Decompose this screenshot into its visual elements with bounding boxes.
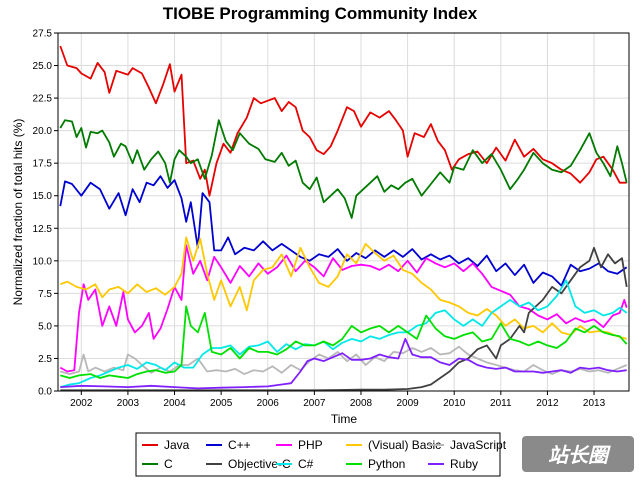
y-tick-label: 20.0 [33,126,53,137]
y-tick-label: 22.5 [33,94,53,105]
x-tick-label: 2002 [70,398,93,409]
x-axis-label: Time [331,412,358,426]
watermark-bg [522,436,634,472]
legend-entry: Java [164,438,190,452]
y-tick-label: 10.0 [33,256,53,267]
legend-items: Java C++ PHP (Visual) Basic JavaScript C Objec… [142,438,507,471]
legend-entry: Objective-C [228,457,291,471]
legend-entry: PHP [298,438,323,452]
series-line-c [60,279,628,388]
y-tick-label: 17.5 [33,159,53,170]
x-tick-label: 2004 [163,398,186,409]
series-line-javascript [60,345,628,375]
x-tick-label: 2006 [257,398,280,409]
legend-entry: (Visual) Basic [368,438,441,452]
y-tick-label: 25.0 [33,61,53,72]
series-line-java [59,45,627,197]
series-line-ruby [60,338,627,390]
x-tick-label: 2005 [210,398,233,409]
y-axis-ticks: 0.0 2.5 5.0 7.5 10.0 12.5 15.0 17.5 20.0 22.5 25.0… [33,29,58,398]
x-tick-label: 2011 [490,398,512,409]
series-layer [59,45,628,392]
x-tick-label: 2013 [583,398,606,409]
legend-box [135,432,501,477]
chart-title: TIOBE Programming Community Index [163,4,478,23]
legend-entry: C++ [228,438,251,452]
x-tick-label: 2012 [536,398,559,409]
legend-entry: Python [368,457,405,471]
y-axis-label: Normalized fraction of total hits (%) [11,119,25,306]
y-tick-label: 12.5 [33,224,53,235]
legend-entry: C [164,457,173,471]
series-line-visual-basic [59,236,627,340]
y-tick-label: 7.5 [38,289,52,300]
y-tick-label: 27.5 [33,29,53,40]
x-tick-label: 2007 [303,398,326,409]
x-tick-label: 2008 [350,398,373,409]
legend: Java C++ PHP (Visual) Basic JavaScript C Objec… [135,432,507,477]
x-tick-label: 2009 [396,398,419,409]
legend-entry: C# [298,457,314,471]
plot-frame [57,32,630,392]
x-tick-label: 2010 [443,398,466,409]
y-tick-label: 0.0 [38,387,52,398]
y-tick-label: 2.5 [38,354,52,365]
watermark: 站长圈 [522,436,634,472]
series-line-objective-c [60,246,628,392]
x-axis-ticks: 2002 2003 2004 2005 2006 2007 2008 2009 2010 2011… [70,391,606,409]
x-tick-label: 2003 [117,398,140,409]
series-line-c [59,175,628,287]
y-tick-label: 5.0 [38,321,52,332]
y-tick-label: 15.0 [33,191,53,202]
legend-entry: JavaScript [450,438,507,452]
series-line-c [59,119,628,219]
series-line-python [60,305,628,379]
legend-entry: Ruby [450,457,478,471]
watermark-text: 站长圈 [548,444,611,467]
